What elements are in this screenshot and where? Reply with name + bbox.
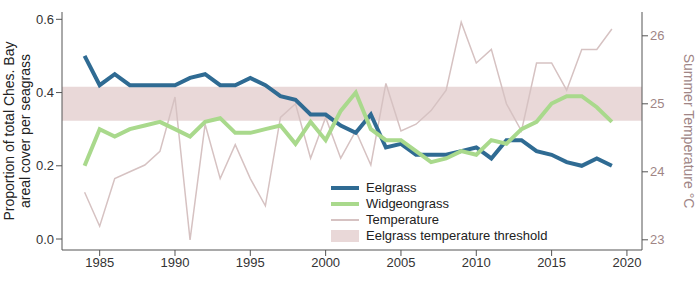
svg-text:25: 25 xyxy=(650,96,664,111)
svg-text:1985: 1985 xyxy=(85,255,114,270)
svg-text:2015: 2015 xyxy=(537,255,566,270)
svg-text:2010: 2010 xyxy=(462,255,491,270)
svg-text:0.0: 0.0 xyxy=(36,232,54,247)
svg-text:26: 26 xyxy=(650,28,664,43)
svg-text:24: 24 xyxy=(650,164,664,179)
svg-text:0.6: 0.6 xyxy=(36,12,54,27)
svg-text:2000: 2000 xyxy=(311,255,340,270)
svg-text:0.2: 0.2 xyxy=(36,158,54,173)
html-text:Widgeongrass: Widgeongrass xyxy=(366,196,450,211)
svg-text:1990: 1990 xyxy=(161,255,190,270)
svg-text:areal cover per seagrass: areal cover per seagrass xyxy=(17,54,33,208)
html-text:Temperature: Temperature xyxy=(366,212,439,227)
html-text:Eelgrass: Eelgrass xyxy=(366,180,417,195)
svg-text:2005: 2005 xyxy=(387,255,416,270)
svg-text:2020: 2020 xyxy=(612,255,641,270)
svg-text:Proportion of total Ches. Bay: Proportion of total Ches. Bay xyxy=(8,42,17,221)
svg-text:23: 23 xyxy=(650,232,664,247)
svg-text:Summer Temperature °C: Summer Temperature °C xyxy=(681,54,692,209)
html-text:Eelgrass temperature threshold: Eelgrass temperature threshold xyxy=(366,228,548,243)
svg-text:1995: 1995 xyxy=(236,255,265,270)
svg-text:0.4: 0.4 xyxy=(36,85,54,100)
